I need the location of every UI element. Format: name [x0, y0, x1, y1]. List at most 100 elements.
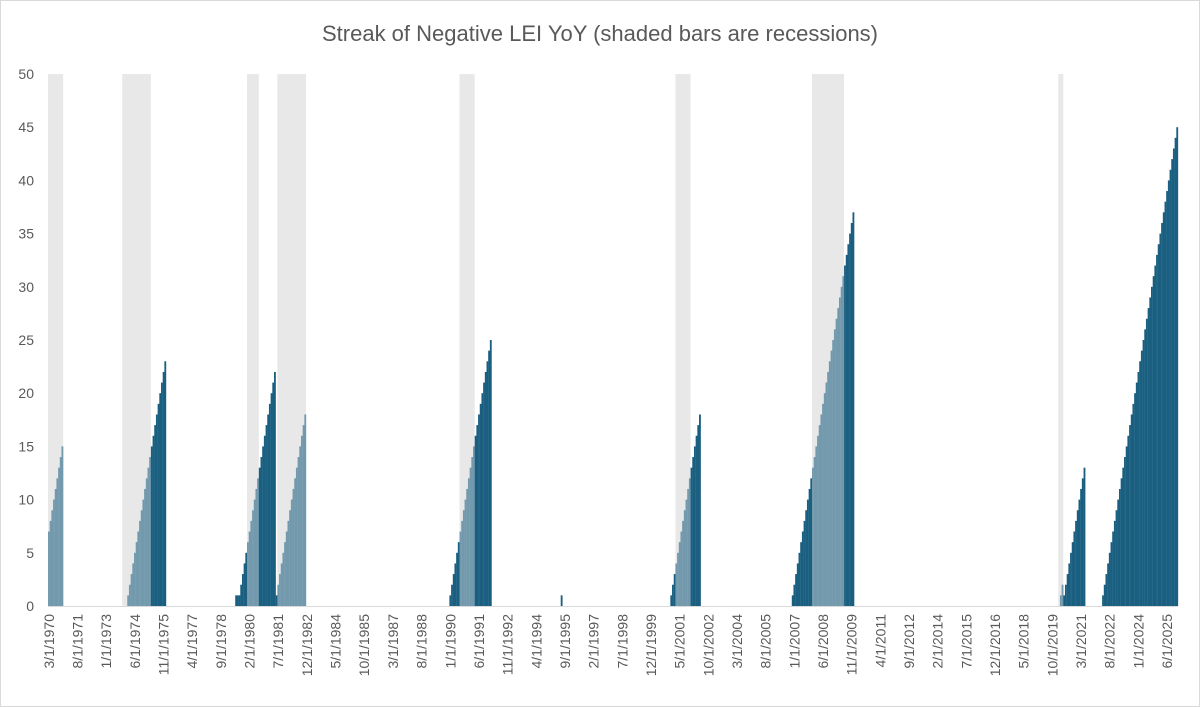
- bar: [675, 563, 678, 606]
- bar: [1167, 180, 1170, 606]
- bar: [1132, 403, 1135, 606]
- bar: [850, 222, 853, 606]
- bar: [289, 510, 292, 606]
- bar: [806, 499, 809, 606]
- bar: [1147, 308, 1150, 606]
- bar: [58, 467, 60, 606]
- bar: [250, 520, 253, 606]
- bar: [1112, 531, 1115, 606]
- bar: [688, 478, 691, 606]
- x-tick-label: 7/1/1998: [614, 614, 630, 669]
- bar: [255, 488, 258, 606]
- bar: [252, 510, 254, 606]
- bar: [488, 350, 491, 606]
- bar: [796, 563, 799, 606]
- bar: [130, 574, 133, 606]
- bar: [262, 446, 265, 606]
- x-tick-label: 2/1/2014: [930, 614, 946, 669]
- bar: [1070, 552, 1072, 606]
- bar: [478, 414, 480, 606]
- bar: [451, 584, 453, 606]
- bar: [1107, 563, 1109, 606]
- bar: [280, 563, 283, 606]
- bar: [238, 595, 241, 606]
- bar: [481, 393, 484, 606]
- bar: [1127, 435, 1130, 606]
- x-tick-label: 1/1/2007: [786, 614, 802, 669]
- bar: [142, 499, 145, 606]
- bar: [467, 478, 470, 606]
- bar: [48, 531, 50, 606]
- bar: [139, 520, 141, 606]
- bar: [284, 542, 286, 606]
- bar: [162, 371, 165, 606]
- bar: [1139, 361, 1142, 606]
- bar: [270, 393, 273, 606]
- bar: [1113, 520, 1116, 606]
- bar: [240, 584, 243, 606]
- bar: [560, 595, 563, 606]
- bar: [1118, 488, 1121, 606]
- bar: [241, 574, 244, 606]
- bar: [285, 531, 288, 606]
- bar: [844, 265, 846, 606]
- bar: [300, 435, 303, 606]
- bar: [1071, 542, 1074, 606]
- bar: [484, 371, 487, 606]
- bar: [51, 510, 54, 606]
- bar: [1125, 446, 1128, 606]
- bar: [1129, 425, 1131, 606]
- bar: [800, 542, 803, 606]
- bar: [274, 371, 276, 606]
- bar: [801, 531, 804, 606]
- bar: [1137, 371, 1140, 606]
- bar: [699, 414, 701, 606]
- x-tick-label: 12/1/2016: [987, 614, 1003, 676]
- bar: [1075, 520, 1077, 606]
- x-tick-label: 1/1/1990: [442, 614, 458, 669]
- bar: [1135, 382, 1138, 606]
- bar: [476, 425, 479, 606]
- bar: [260, 457, 263, 606]
- x-tick-label: 5/1/2001: [672, 614, 688, 669]
- bar: [247, 542, 249, 606]
- bar: [287, 520, 290, 606]
- bar: [486, 361, 489, 606]
- bar: [253, 499, 256, 606]
- bar: [263, 435, 266, 606]
- bar: [825, 382, 828, 606]
- y-tick-label: 35: [18, 226, 34, 242]
- bar: [134, 552, 136, 606]
- bar: [489, 340, 492, 606]
- bar: [479, 403, 482, 606]
- y-axis-ticks: 0 5 10 15 20 25 30 35 40 45 50: [18, 66, 34, 614]
- bar: [1162, 212, 1165, 606]
- bar: [272, 382, 275, 606]
- bar: [695, 435, 698, 606]
- bar: [464, 499, 467, 606]
- x-tick-label: 1/1/1973: [98, 614, 114, 669]
- bar: [290, 499, 293, 606]
- bar: [61, 446, 64, 606]
- bar: [236, 595, 239, 606]
- bar: [793, 584, 796, 606]
- bar: [471, 457, 474, 606]
- x-tick-label: 3/1/2021: [1073, 614, 1089, 669]
- bar: [452, 574, 455, 606]
- bar: [258, 467, 261, 606]
- bar: [457, 542, 460, 606]
- y-tick-label: 15: [18, 438, 34, 454]
- bar: [682, 520, 684, 606]
- bar: [149, 457, 152, 606]
- bar: [1149, 297, 1152, 606]
- bar: [822, 403, 824, 606]
- x-tick-label: 9/1/2012: [901, 614, 917, 669]
- bar: [461, 520, 464, 606]
- bar: [137, 531, 140, 606]
- bar: [672, 584, 674, 606]
- bar: [820, 414, 823, 606]
- x-tick-label: 8/1/2005: [758, 614, 774, 669]
- x-tick-label: 8/1/1971: [70, 614, 86, 669]
- chart-title: Streak of Negative LEI YoY (shaded bars …: [322, 21, 878, 46]
